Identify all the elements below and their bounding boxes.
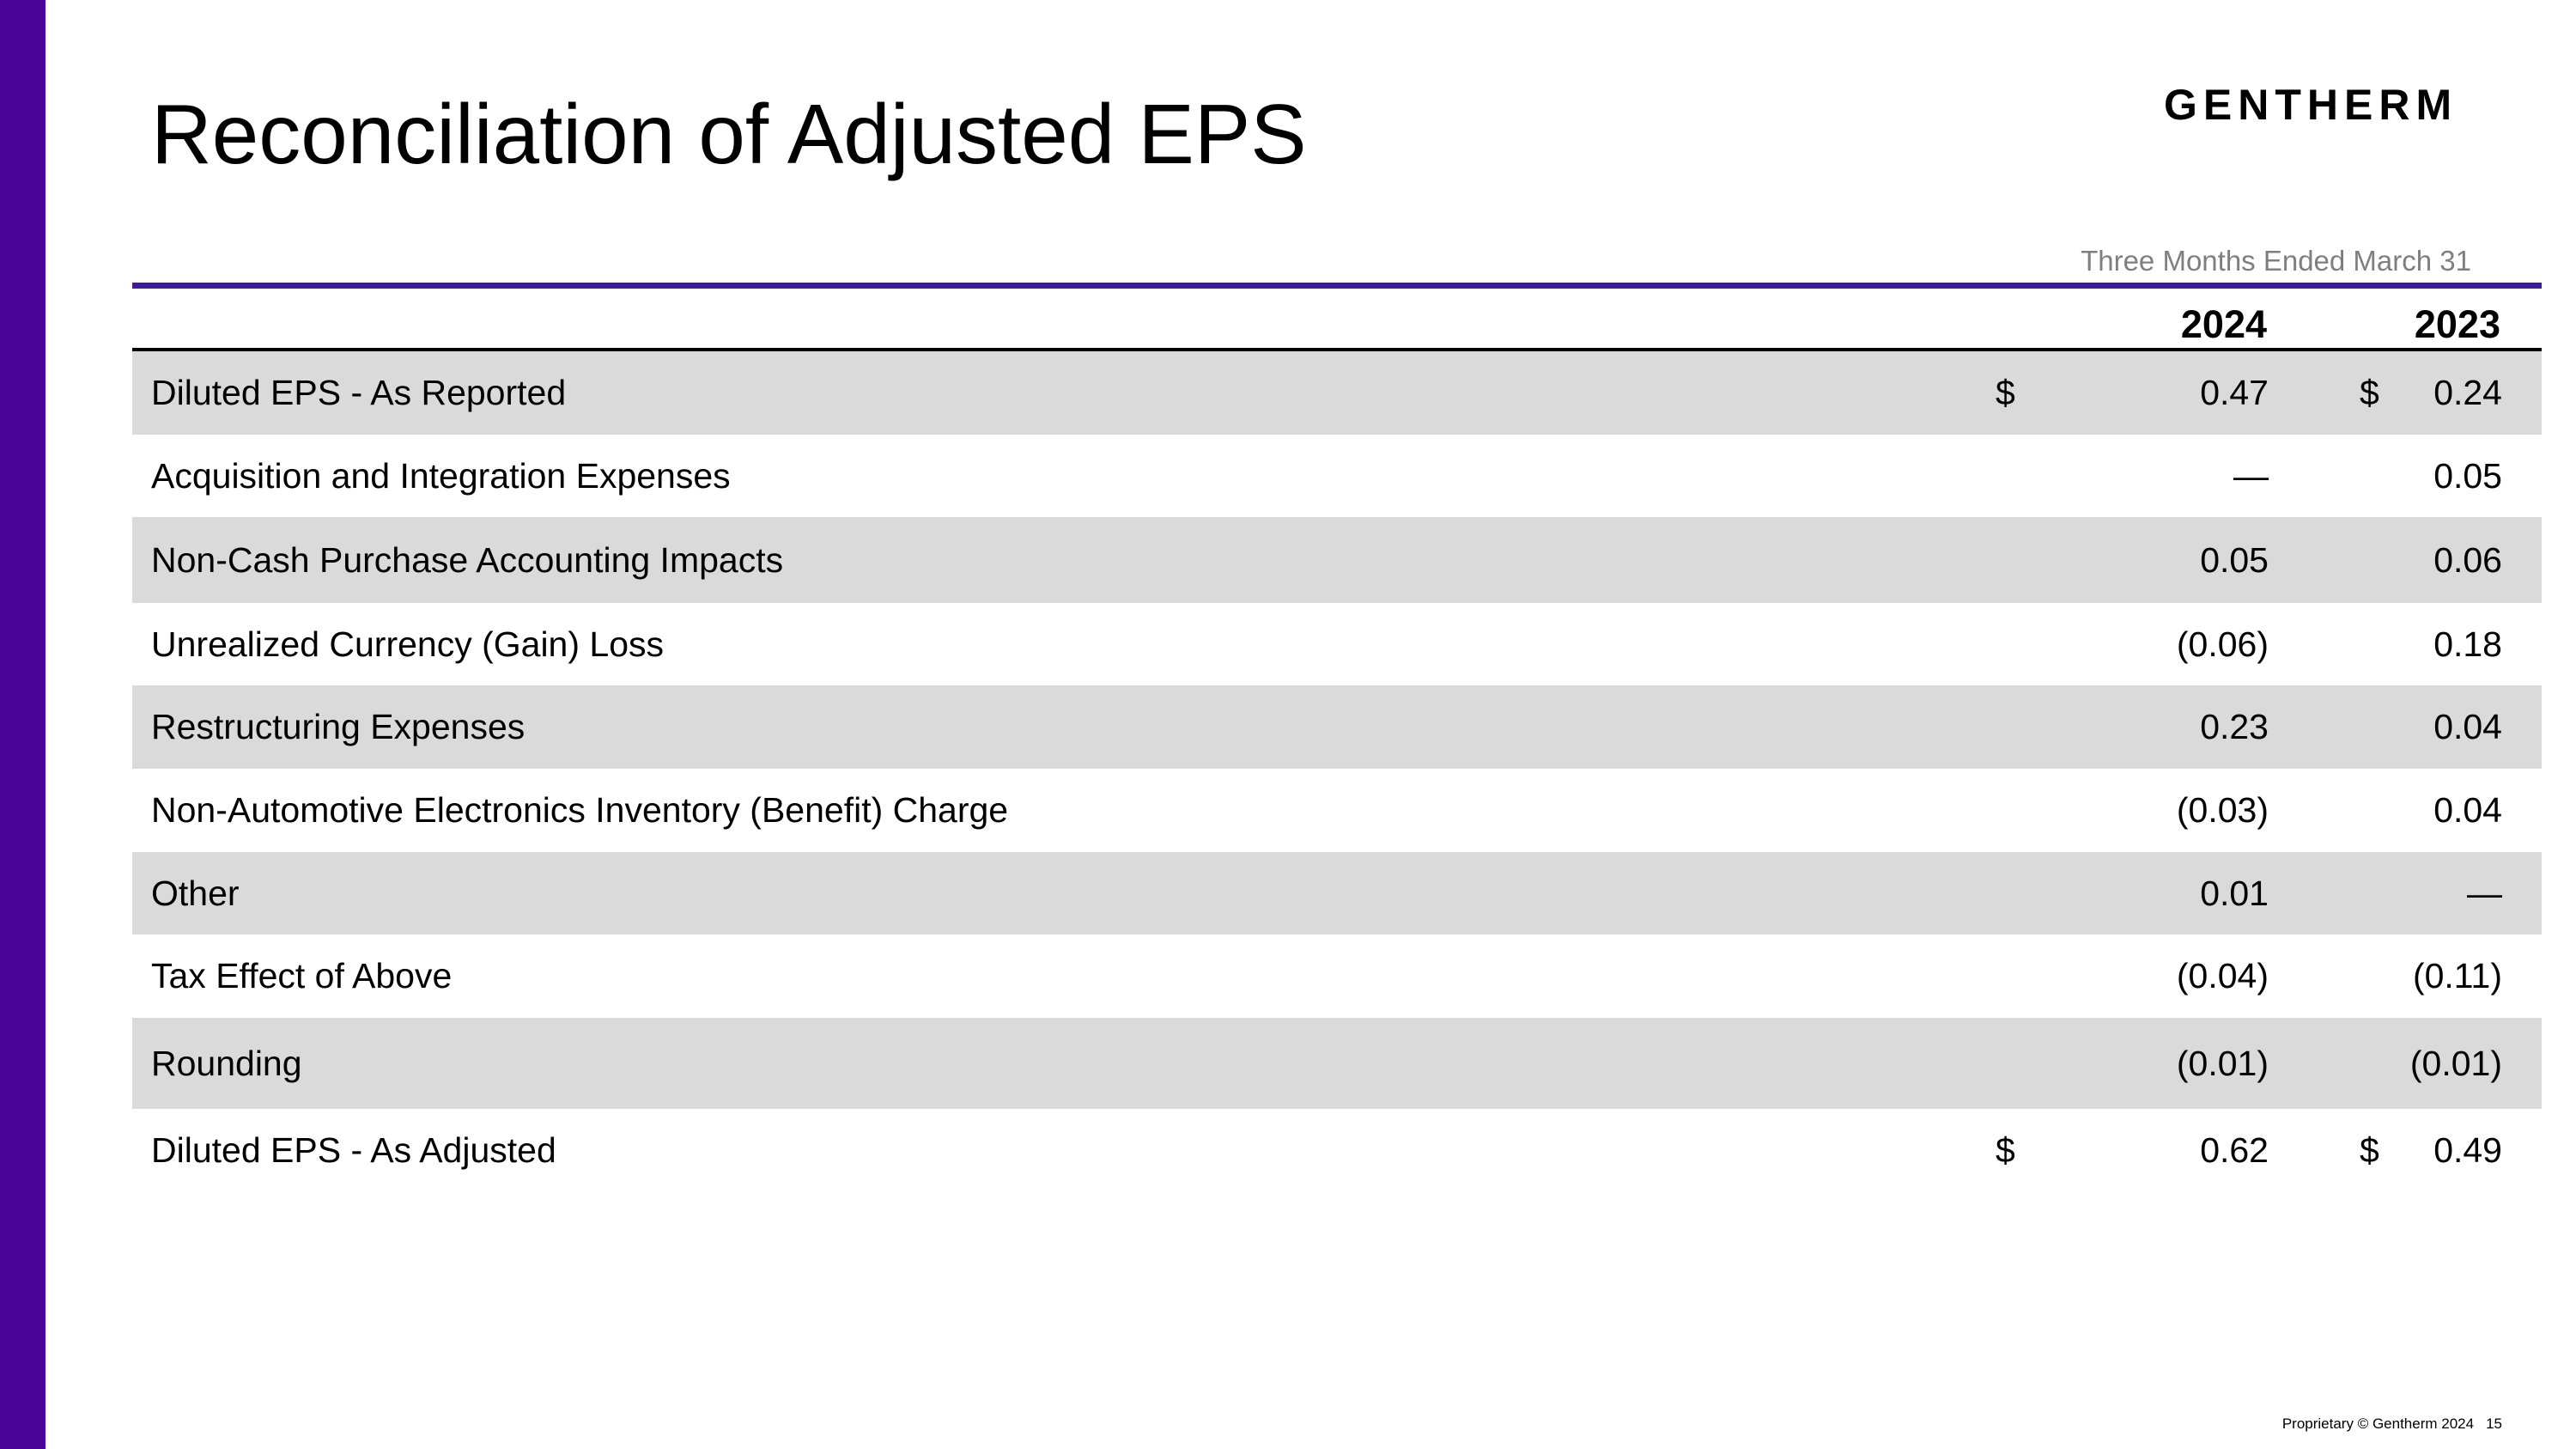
value-2023: 0.04: [2433, 790, 2502, 830]
table-row: Diluted EPS - As Adjusted $0.62 $0.49: [132, 1109, 2542, 1191]
row-label: Diluted EPS - As Reported: [151, 373, 567, 412]
slide-title: Reconciliation of Adjusted EPS: [151, 87, 1307, 181]
year-2023-header: 2023: [2414, 302, 2500, 346]
value-2024: —: [2233, 455, 2269, 496]
value-2024: 0.62: [2200, 1129, 2269, 1170]
row-label: Non-Cash Purchase Accounting Impacts: [151, 539, 784, 580]
period-label: Three Months Ended March 31: [2081, 245, 2471, 277]
table-row: Rounding (0.01) (0.01): [132, 1018, 2542, 1109]
brand-side-bar: [0, 0, 46, 1449]
row-label: Restructuring Expenses: [151, 707, 526, 746]
value-2023: 0.18: [2433, 624, 2502, 664]
row-label: Rounding: [151, 1043, 302, 1083]
value-2024: (0.01): [2176, 1043, 2269, 1083]
row-label: Acquisition and Integration Expenses: [151, 455, 731, 496]
value-2023: (0.01): [2409, 1043, 2502, 1083]
value-2023: 0.06: [2433, 539, 2502, 580]
copyright-text: Proprietary © Gentherm 2024: [2281, 1416, 2475, 1432]
eps-reconciliation-table: Diluted EPS - As Reported $0.47 $0.24 Acqui…: [132, 351, 2542, 1191]
table-row: Tax Effect of Above (0.04) (0.11): [132, 935, 2542, 1018]
value-2023: 0.04: [2433, 707, 2502, 746]
currency-symbol-2024: $: [1996, 1129, 2015, 1170]
value-2023: (0.11): [2412, 956, 2502, 995]
value-2023: 0.05: [2433, 455, 2502, 496]
year-2024-header: 2024: [2180, 302, 2267, 346]
table-row: Unrealized Currency (Gain) Loss (0.06) 0.1…: [132, 603, 2542, 685]
table-row: Non-Cash Purchase Accounting Impacts 0.05…: [132, 517, 2542, 603]
value-2024: 0.05: [2200, 539, 2269, 580]
value-2024: 0.47: [2200, 373, 2269, 412]
row-label: Non-Automotive Electronics Inventory (Be…: [151, 790, 1009, 830]
value-2023: 0.24: [2433, 373, 2502, 412]
table-row: Acquisition and Integration Expenses — 0.0…: [132, 435, 2542, 517]
value-2023: —: [2467, 873, 2502, 913]
year-header-row: 2024 2023: [132, 289, 2542, 349]
table-row: Restructuring Expenses 0.23 0.04: [132, 685, 2542, 769]
currency-symbol-2023: $: [2360, 1129, 2379, 1170]
value-2023: 0.49: [2433, 1129, 2502, 1170]
row-label: Tax Effect of Above: [151, 956, 453, 995]
currency-symbol-2023: $: [2360, 373, 2379, 412]
header-divider-black: [132, 348, 2542, 351]
value-2024: 0.23: [2200, 707, 2269, 746]
gentherm-logo: GENTHERM: [2164, 81, 2458, 129]
currency-symbol-2024: $: [1996, 373, 2015, 412]
row-label: Diluted EPS - As Adjusted: [151, 1129, 556, 1170]
header-divider-purple: [132, 283, 2542, 289]
table-row: Other 0.01 —: [132, 852, 2542, 935]
table-row: Non-Automotive Electronics Inventory (Be…: [132, 769, 2542, 852]
slide-footer: Proprietary © Gentherm 2024 15: [2282, 1416, 2502, 1433]
table-row: Diluted EPS - As Reported $0.47 $0.24: [132, 351, 2542, 435]
row-label: Other: [151, 873, 240, 913]
value-2024: (0.06): [2176, 624, 2269, 664]
value-2024: (0.04): [2176, 956, 2269, 995]
row-label: Unrealized Currency (Gain) Loss: [151, 624, 665, 664]
page-number: 15: [2486, 1416, 2502, 1432]
value-2024: 0.01: [2200, 873, 2269, 913]
value-2024: (0.03): [2176, 790, 2269, 830]
